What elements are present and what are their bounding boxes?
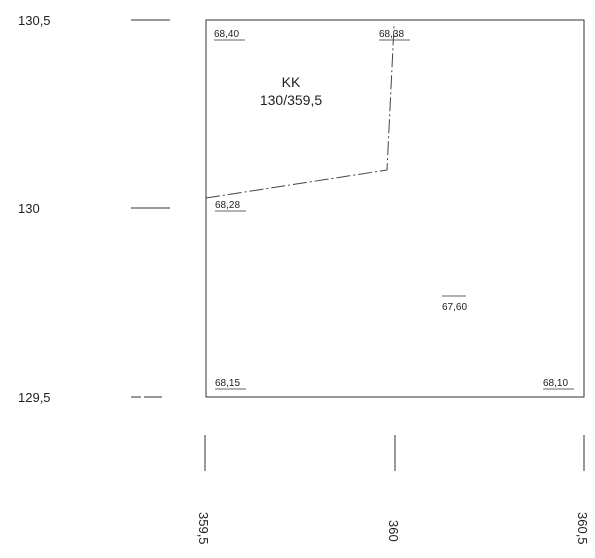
elevation-68-15: 68,15 — [215, 378, 240, 389]
y-label-130-5: 130,5 — [18, 13, 51, 28]
x-label-359-5: 359,5 — [196, 512, 211, 545]
y-label-129-5: 129,5 — [18, 390, 51, 405]
elevation-68-38: 68,38 — [379, 29, 404, 40]
property-boundary — [205, 25, 395, 199]
elevation-68-40: 68,40 — [214, 29, 239, 40]
sheet-border — [205, 19, 585, 398]
x-label-360: 360 — [386, 520, 401, 542]
sheet-name: KK — [282, 74, 301, 90]
x-label-360-5: 360,5 — [575, 512, 590, 545]
sheet-id: 130/359,5 — [260, 92, 322, 108]
y-label-130: 130 — [18, 201, 40, 216]
elevation-67-60: 67,60 — [442, 302, 467, 313]
elevation-68-10: 68,10 — [543, 378, 568, 389]
elevation-68-28: 68,28 — [215, 200, 240, 211]
